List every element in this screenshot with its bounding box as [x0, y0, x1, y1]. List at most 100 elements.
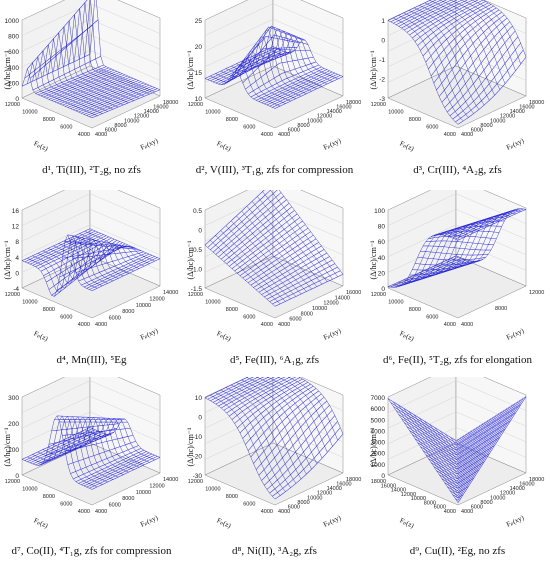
y-tick-label: 4000 [278, 132, 290, 138]
surface-mesh-line [38, 66, 107, 96]
surface-mesh-line [393, 17, 464, 122]
y-tick-label: 10000 [307, 118, 322, 124]
surface-mesh-line [236, 29, 307, 94]
y-tick-label: 14000 [163, 477, 178, 483]
x-tick-label: 12000 [371, 102, 386, 108]
surface-mesh-line [449, 36, 519, 117]
y-tick-label: 14000 [144, 109, 159, 115]
y-tick-label: 4000 [278, 509, 290, 515]
surface-mesh-line [212, 377, 265, 403]
surface-mesh-line [257, 196, 328, 282]
surface-mesh-line [471, 0, 521, 65]
x-tick-label: 8000 [409, 307, 421, 313]
wall-gridline [387, 34, 527, 67]
surface-mesh-line [431, 230, 500, 237]
surface-mesh-line [424, 220, 495, 274]
surface-mesh-line [204, 190, 265, 246]
surface-mesh-line [210, 190, 278, 251]
surface-mesh-line [262, 35, 333, 82]
surface-mesh-line [236, 382, 307, 475]
z-tick-label: 0 [381, 286, 385, 293]
surface-mesh-line [267, 37, 338, 80]
surface-mesh-line [250, 390, 319, 458]
y-tick-label: 16000 [346, 290, 361, 296]
surface-mesh-line [73, 81, 142, 111]
surface-mesh-line [220, 50, 291, 102]
surface-mesh-line [417, 1, 486, 46]
floor [21, 255, 161, 319]
surface-mesh-line [212, 192, 282, 253]
y-tick-label: 8000 [122, 309, 134, 315]
surface-mesh-line [234, 378, 303, 424]
z-tick-label: -1.0 [191, 267, 203, 274]
z-tick-label: -1.5 [191, 286, 203, 293]
surface-mesh-line [234, 26, 303, 73]
z-tick-label: 10 [195, 395, 203, 402]
surface-mesh-line [42, 238, 114, 282]
z-tick-label: -1 [379, 57, 385, 64]
z-axis-label: (Δ/hc)/cm⁻¹ [3, 427, 12, 466]
x-tick-label: 8000 [226, 307, 238, 313]
wall-gridline [204, 34, 344, 67]
surface-mesh-line [215, 50, 284, 84]
y-tick-label: 18000 [346, 100, 361, 106]
surface-mesh-line [35, 64, 104, 94]
panel-d3: -3 -2 -1 0 1 4000 6000 8000 10000 12000 4000 6000 80… [366, 0, 549, 188]
y-tick-label: 12000 [500, 114, 515, 120]
surface-mesh-line [67, 79, 136, 108]
surface-mesh-line [75, 251, 144, 273]
surface-mesh-line [270, 190, 338, 277]
surface-mesh-line [272, 75, 341, 108]
surface-mesh-line [261, 405, 330, 481]
surface-mesh-line [387, 20, 459, 125]
z-tick-label: 0 [381, 473, 385, 480]
x-tick-label: 6000 [243, 315, 255, 321]
surface-mesh-line [258, 252, 327, 293]
surface-mesh-line [239, 34, 309, 77]
x-axis-label: Fₚ(z) [399, 516, 416, 530]
surface-mesh-line [74, 235, 145, 267]
surface-mesh-line [436, 409, 505, 484]
surface-mesh-line [68, 238, 140, 269]
surface-mesh-line [406, 0, 468, 33]
wall-gridline [204, 427, 344, 460]
surface-mesh-line [430, 9, 500, 77]
surface-plot-d5: -1.5-1.0-0.500.5400060008000100001200040… [186, 190, 361, 343]
surface-mesh-line [59, 75, 128, 105]
surface-mesh-line [223, 377, 286, 411]
surface-mesh-line [48, 71, 118, 100]
panel-d8: -30 -20 -10 0 10 4000 6000 8000 10000 12000 4000 60… [183, 377, 366, 565]
surface-mesh-line [414, 0, 484, 42]
surface-mesh-line [204, 397, 276, 500]
surface-mesh-line [414, 259, 483, 266]
x-tick-label: 6000 [60, 315, 72, 321]
z-tick-label: -20 [193, 454, 203, 461]
surface-mesh-line [452, 399, 521, 499]
surface-mesh-line [419, 417, 490, 475]
surface-mesh-line [274, 433, 344, 500]
surface-mesh-line [58, 26, 129, 103]
y-tick-label: 6000 [471, 504, 483, 510]
wall-gridline [204, 240, 344, 273]
surface-mesh-line [78, 252, 147, 282]
wall-gridline [204, 411, 344, 444]
z-tick-label: 0 [15, 96, 19, 103]
z-tick-label: 3000 [371, 440, 386, 447]
surface-mesh-line [225, 225, 297, 297]
surface-mesh-line [264, 259, 333, 298]
surface-mesh-line [414, 7, 485, 106]
surface-mesh-line [439, 408, 508, 487]
x-tick-label: 10000 [388, 300, 403, 306]
surface-mesh-line [412, 425, 481, 463]
z-tick-label: -3 [379, 96, 385, 103]
surface-mesh-line [424, 421, 495, 470]
x-tick-label: 6000 [243, 502, 255, 508]
surface-plot-d2: 1015202540006000800010000120004000600080… [186, 0, 361, 153]
x-tick-label: 4000 [78, 509, 90, 515]
surface-mesh-line [393, 232, 464, 286]
z-tick-label: 100 [8, 447, 19, 454]
x-tick-label: 12000 [5, 292, 20, 298]
surface-mesh-line [38, 433, 107, 466]
surface-mesh-line [429, 0, 501, 90]
surface-mesh-line [256, 249, 325, 291]
